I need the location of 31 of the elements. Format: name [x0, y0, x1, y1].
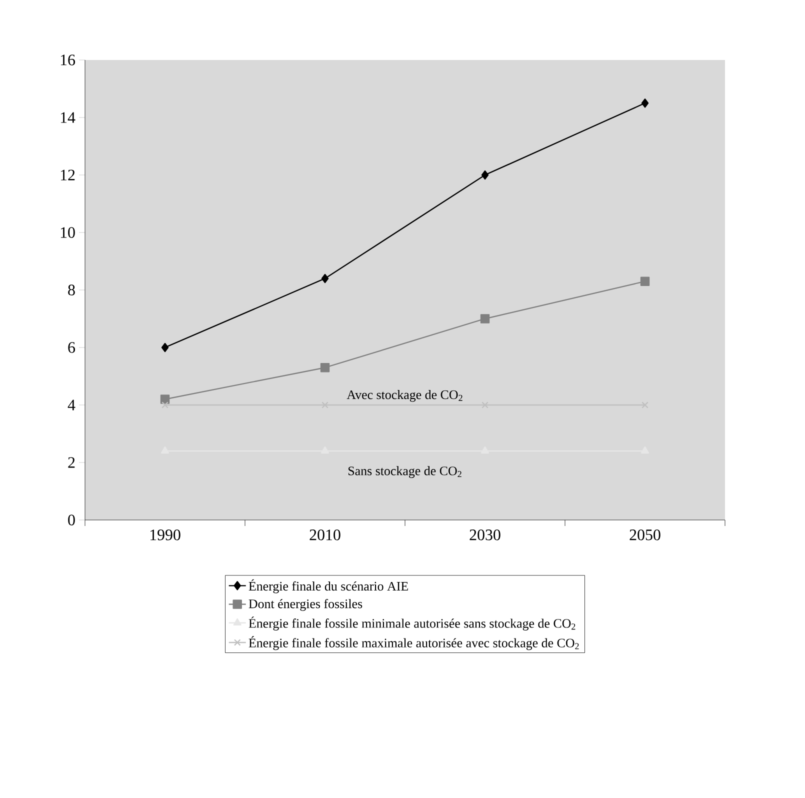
x-tick-label: 1990 [150, 530, 180, 540]
point [160, 394, 170, 404]
point [642, 402, 648, 408]
legend-label: Dont énergies fossiles [248, 598, 362, 611]
point [641, 98, 649, 108]
x-tick-label: 2050 [630, 530, 660, 540]
y-tick-label: 12 [60, 170, 75, 180]
point [322, 402, 328, 408]
legend-label: Énergie finale fossile maximale autorisée avec stockage de CO$_{2}$ [248, 636, 579, 650]
point [480, 314, 490, 324]
point [162, 402, 168, 408]
point [320, 363, 330, 372]
point [161, 342, 169, 352]
y-tick-label: 4 [68, 400, 76, 410]
point [482, 402, 488, 408]
point [481, 170, 489, 180]
y-tick-label: 16 [60, 54, 76, 66]
y-tick-label: 8 [68, 284, 75, 296]
x-tick-label: 2030 [470, 530, 500, 540]
y-tick-label: 6 [68, 342, 76, 353]
point [640, 276, 650, 286]
y-tick-label: 2 [68, 457, 75, 468]
y-tick-label: 0 [68, 514, 75, 526]
legend-label: Énergie finale fossile minimale autorisée sans stockage de CO$_{2}$ [248, 616, 576, 630]
x-tick-label: 2010 [310, 530, 340, 540]
annotation: Sans stockage de CO$_{2}$ [348, 466, 462, 478]
legend-label: Énergie finale du scénario AIE [248, 579, 408, 594]
annotation: Avec stockage de CO$_{2}$ [346, 390, 462, 402]
y-tick-label: 10 [60, 227, 75, 238]
point [321, 274, 329, 284]
y-tick-label: 14 [60, 112, 76, 123]
